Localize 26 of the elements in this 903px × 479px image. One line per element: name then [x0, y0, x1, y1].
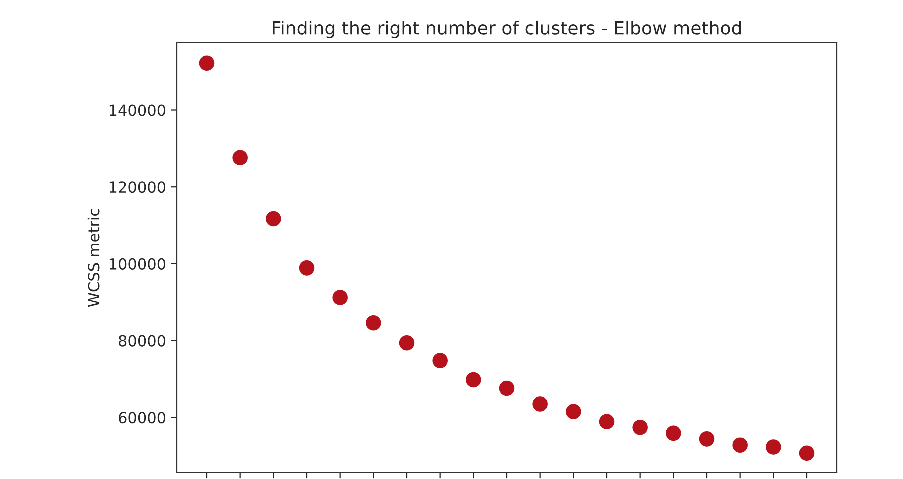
point: [232, 150, 248, 166]
point: [332, 290, 348, 306]
point: [266, 211, 282, 227]
point: [399, 335, 415, 351]
y-tick-label: 80000: [119, 335, 166, 347]
point: [599, 414, 615, 430]
point: [432, 353, 448, 368]
point: [299, 260, 315, 276]
point: [366, 316, 382, 331]
point: [199, 56, 215, 71]
point: [499, 380, 515, 396]
point: [566, 404, 582, 420]
point: [766, 440, 782, 455]
point: [799, 446, 815, 462]
y-axis-title: WCSS metric: [88, 209, 100, 308]
point: [666, 426, 682, 442]
y-tick-label: 60000: [119, 412, 166, 424]
point: [632, 420, 648, 436]
y-tick-label: 100000: [110, 258, 166, 270]
point: [466, 372, 482, 388]
y-tick-label: 120000: [110, 182, 166, 194]
point: [532, 396, 548, 412]
point: [699, 432, 715, 447]
chart-title: Finding the right number of clusters - Elbow method: [273, 20, 742, 38]
y-tick-label: 140000: [110, 104, 166, 116]
point: [732, 438, 748, 453]
